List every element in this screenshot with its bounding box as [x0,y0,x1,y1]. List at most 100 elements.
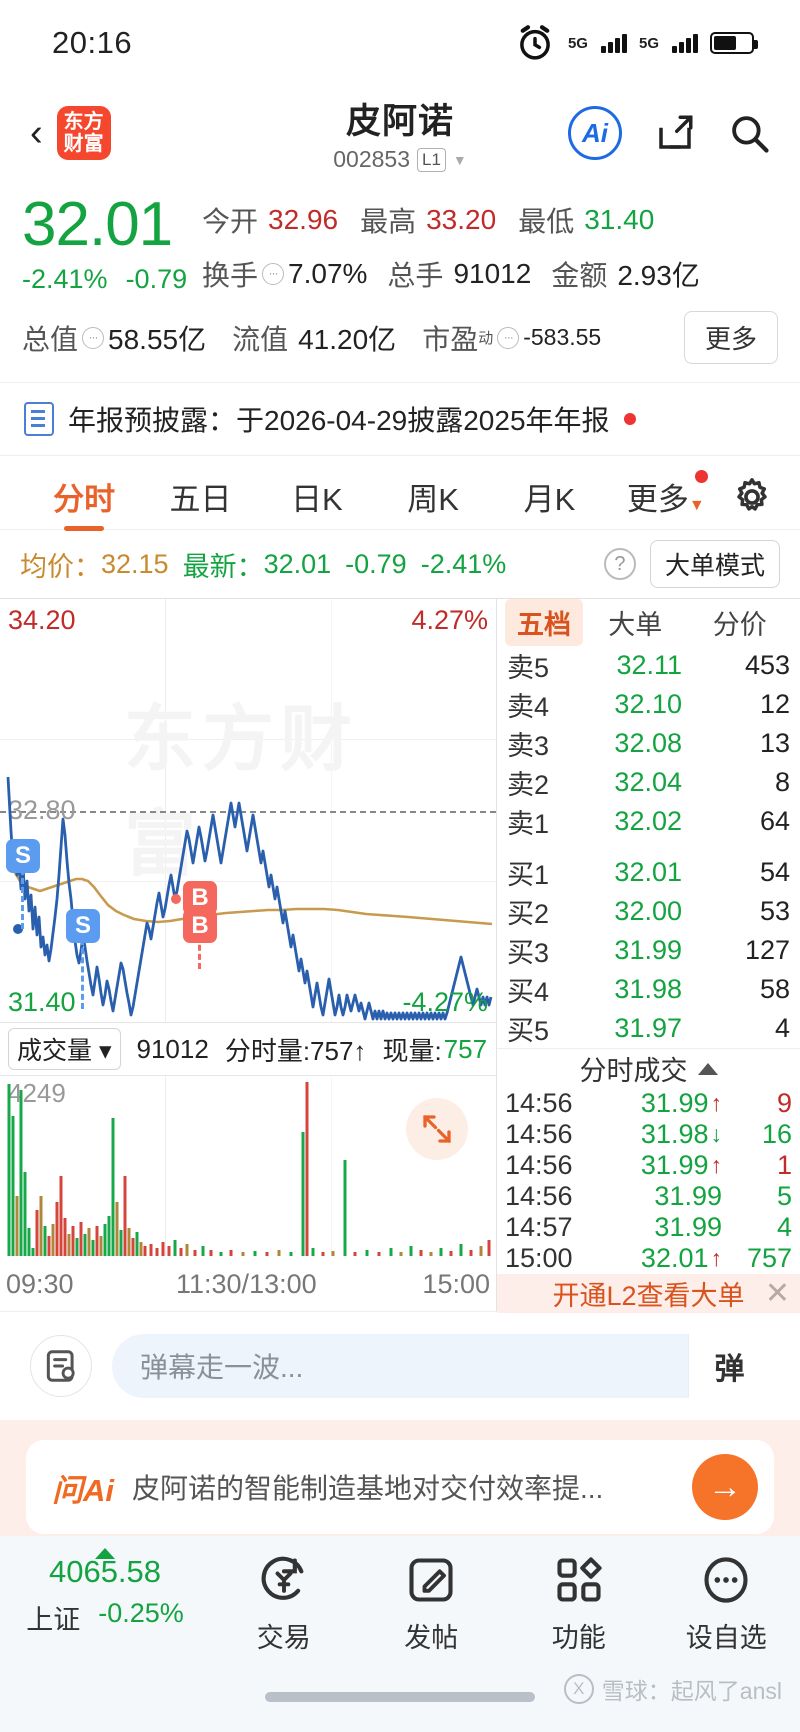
nav-item-trade[interactable]: 交易 [210,1554,358,1655]
home-indicator [265,1692,535,1702]
ask-row[interactable]: 卖3 32.08 13 [497,724,800,763]
tab-rik[interactable]: 日K [290,482,343,517]
nav-item-watchlist[interactable]: 设自选 [653,1554,800,1655]
buy-marker-2[interactable]: B [183,909,217,943]
ai-button[interactable]: Ai [568,106,622,160]
tab-big-order[interactable]: 大单 [608,610,663,640]
info-dots-icon[interactable]: ··· [262,263,285,285]
tick-price: 31.98 ↓ [597,1119,726,1150]
ai-card[interactable]: 问Ai 皮阿诺的智能制造基地对交付效率提... → [26,1440,774,1534]
sell-marker-line-2 [81,939,84,1009]
ask-row[interactable]: 卖5 32.11 453 [497,646,800,685]
close-icon[interactable]: ✕ [764,1277,790,1310]
tab-wuri[interactable]: 五日 [169,482,232,517]
tick-list-header[interactable]: 分时成交 [497,1048,800,1088]
nav-label-watchlist: 设自选 [685,1623,767,1653]
sell-marker-1[interactable]: S [6,839,40,873]
chart-watermark: 东方财富 [124,700,359,886]
more-button[interactable]: 更多 [683,311,778,364]
bid-row[interactable]: 买3 31.99 127 [497,931,800,970]
volume-toolbar: 成交量 ▾ 91012 分时量:757↑ 现量: 757 [0,1022,496,1076]
nav-item-function[interactable]: 功能 [505,1554,653,1655]
sell-marker-2[interactable]: S [66,909,100,943]
ask-row[interactable]: 卖2 32.04 8 [497,763,800,802]
tick-price: 31.99 ↑ [597,1088,726,1119]
bid-price: 31.97 [614,1013,682,1043]
bid-row[interactable]: 买2 32.00 53 [497,892,800,931]
tab-five-level[interactable]: 五档 [505,599,583,646]
tick-price-value: 31.99 [640,1088,709,1118]
nav-item-post[interactable]: 发帖 [358,1554,506,1655]
ask-row[interactable]: 卖1 32.02 64 [497,802,800,841]
bid-row[interactable]: 买4 31.98 58 [497,970,800,1009]
tab-price-dist[interactable]: 分价 [712,610,767,640]
app-logo[interactable]: 东方 财富 [56,106,111,160]
bid-row[interactable]: 买1 32.01 54 [497,853,800,892]
pe-info-icon[interactable]: ··· [497,326,520,349]
tick-volume: 5 [776,1181,792,1211]
chart-and-orderbook: 东方财富 34.20 4.27% 32.80 S S B B 31.40 -4.… [0,598,800,1313]
tick-dir-icon: ↓ [710,1121,723,1147]
bid-row[interactable]: 买5 31.97 4 [497,1009,800,1048]
announcement-bar[interactable]: 年报预披露：于2026-04-29披露2025年年报 [0,382,800,456]
ask-label: 卖2 [507,770,550,800]
gear-icon[interactable] [730,475,774,519]
ask-price: 32.11 [616,650,682,680]
avg-label: 均价： [20,551,101,582]
ask-price: 32.02 [614,806,682,836]
ask-row[interactable]: 卖4 32.10 12 [497,685,800,724]
expand-icon[interactable] [406,1098,468,1160]
danmu-placeholder: 弹幕走一波... [140,1352,304,1383]
tab-more-badge [694,470,708,483]
ai-brand-label: 问Ai [52,1472,114,1508]
chevron-down-icon[interactable]: ▼ [452,151,467,168]
question-icon[interactable]: ? [603,548,636,580]
back-button[interactable]: ‹ [30,112,43,154]
danmu-send-button[interactable]: 弹 [688,1334,770,1398]
mktcap-info-icon[interactable]: ··· [82,326,105,349]
time-tick-mid: 11:30/13:00 [176,1268,317,1299]
tick-price: 31.99 [597,1181,726,1212]
high-label: 最高 [360,206,417,237]
volume-label: 总手 [387,260,444,291]
tick-row: 15:00 32.01 ↑ 757 [497,1243,800,1274]
index-widget[interactable]: 4065.58 上证 -0.25% [0,1548,210,1637]
search-icon[interactable] [728,112,770,154]
nav-actions: Ai [568,106,770,160]
low-label: 最低 [518,206,575,237]
change-amount: -0.79 [125,264,188,294]
bid-label: 买5 [507,1016,550,1046]
pe-superscript: 动 [478,330,494,347]
quote-panel: 32.01 -2.41% -0.79 今开 32.96 最高 33.20 最低 … [0,180,800,374]
post-icon [409,1558,453,1602]
logo-line-1: 东方 [63,111,104,133]
ai-question-text: 皮阿诺的智能制造基地对交付效率提... [132,1473,604,1504]
tab-more[interactable]: 更多▼ [608,470,724,519]
volume-total: 91012 [136,1033,209,1064]
share-icon[interactable] [654,112,696,154]
big-order-mode-button[interactable]: 大单模式 [649,540,780,588]
tab-fenshi[interactable]: 分时 [26,474,142,519]
battery-icon [710,32,758,54]
note-icon[interactable] [30,1335,92,1397]
pe-label: 市盈 [422,323,479,355]
volume-type-selector[interactable]: 成交量 ▾ [8,1028,121,1070]
tick-price: 31.99 [597,1212,726,1243]
intraday-chart[interactable]: 东方财富 34.20 4.27% 32.80 S S B B 31.40 -4.… [0,599,497,1311]
price-plot[interactable]: 东方财富 34.20 4.27% 32.80 S S B B 31.40 -4.… [0,599,496,1022]
tick-price-value: 31.99 [654,1181,722,1211]
danmu-input[interactable]: 弹幕走一波... 弹 [112,1334,770,1398]
bid-price: 32.00 [614,896,682,926]
tab-yuek[interactable]: 月K [523,482,576,517]
tab-zhouk[interactable]: 周K [407,482,459,517]
avg-change-amount: -0.79 [345,548,407,579]
turnover-label: 换手 [202,260,259,291]
triangle-up-icon [697,1062,718,1075]
arrow-right-icon[interactable]: → [692,1454,758,1520]
ai-banner: 问Ai 皮阿诺的智能制造基地对交付效率提... → [0,1420,800,1558]
chart-high-pct: 4.27% [411,605,488,635]
l2-promo-banner[interactable]: 开通L2查看大单 ✕ [497,1274,800,1313]
turnover-value: 7.07% [288,258,368,289]
average-price-bar: 均价： 32.15 最新： 32.01 -0.79 -2.41% ? 大单模式 [0,529,800,598]
volume-plot[interactable]: 4249 [0,1076,496,1256]
